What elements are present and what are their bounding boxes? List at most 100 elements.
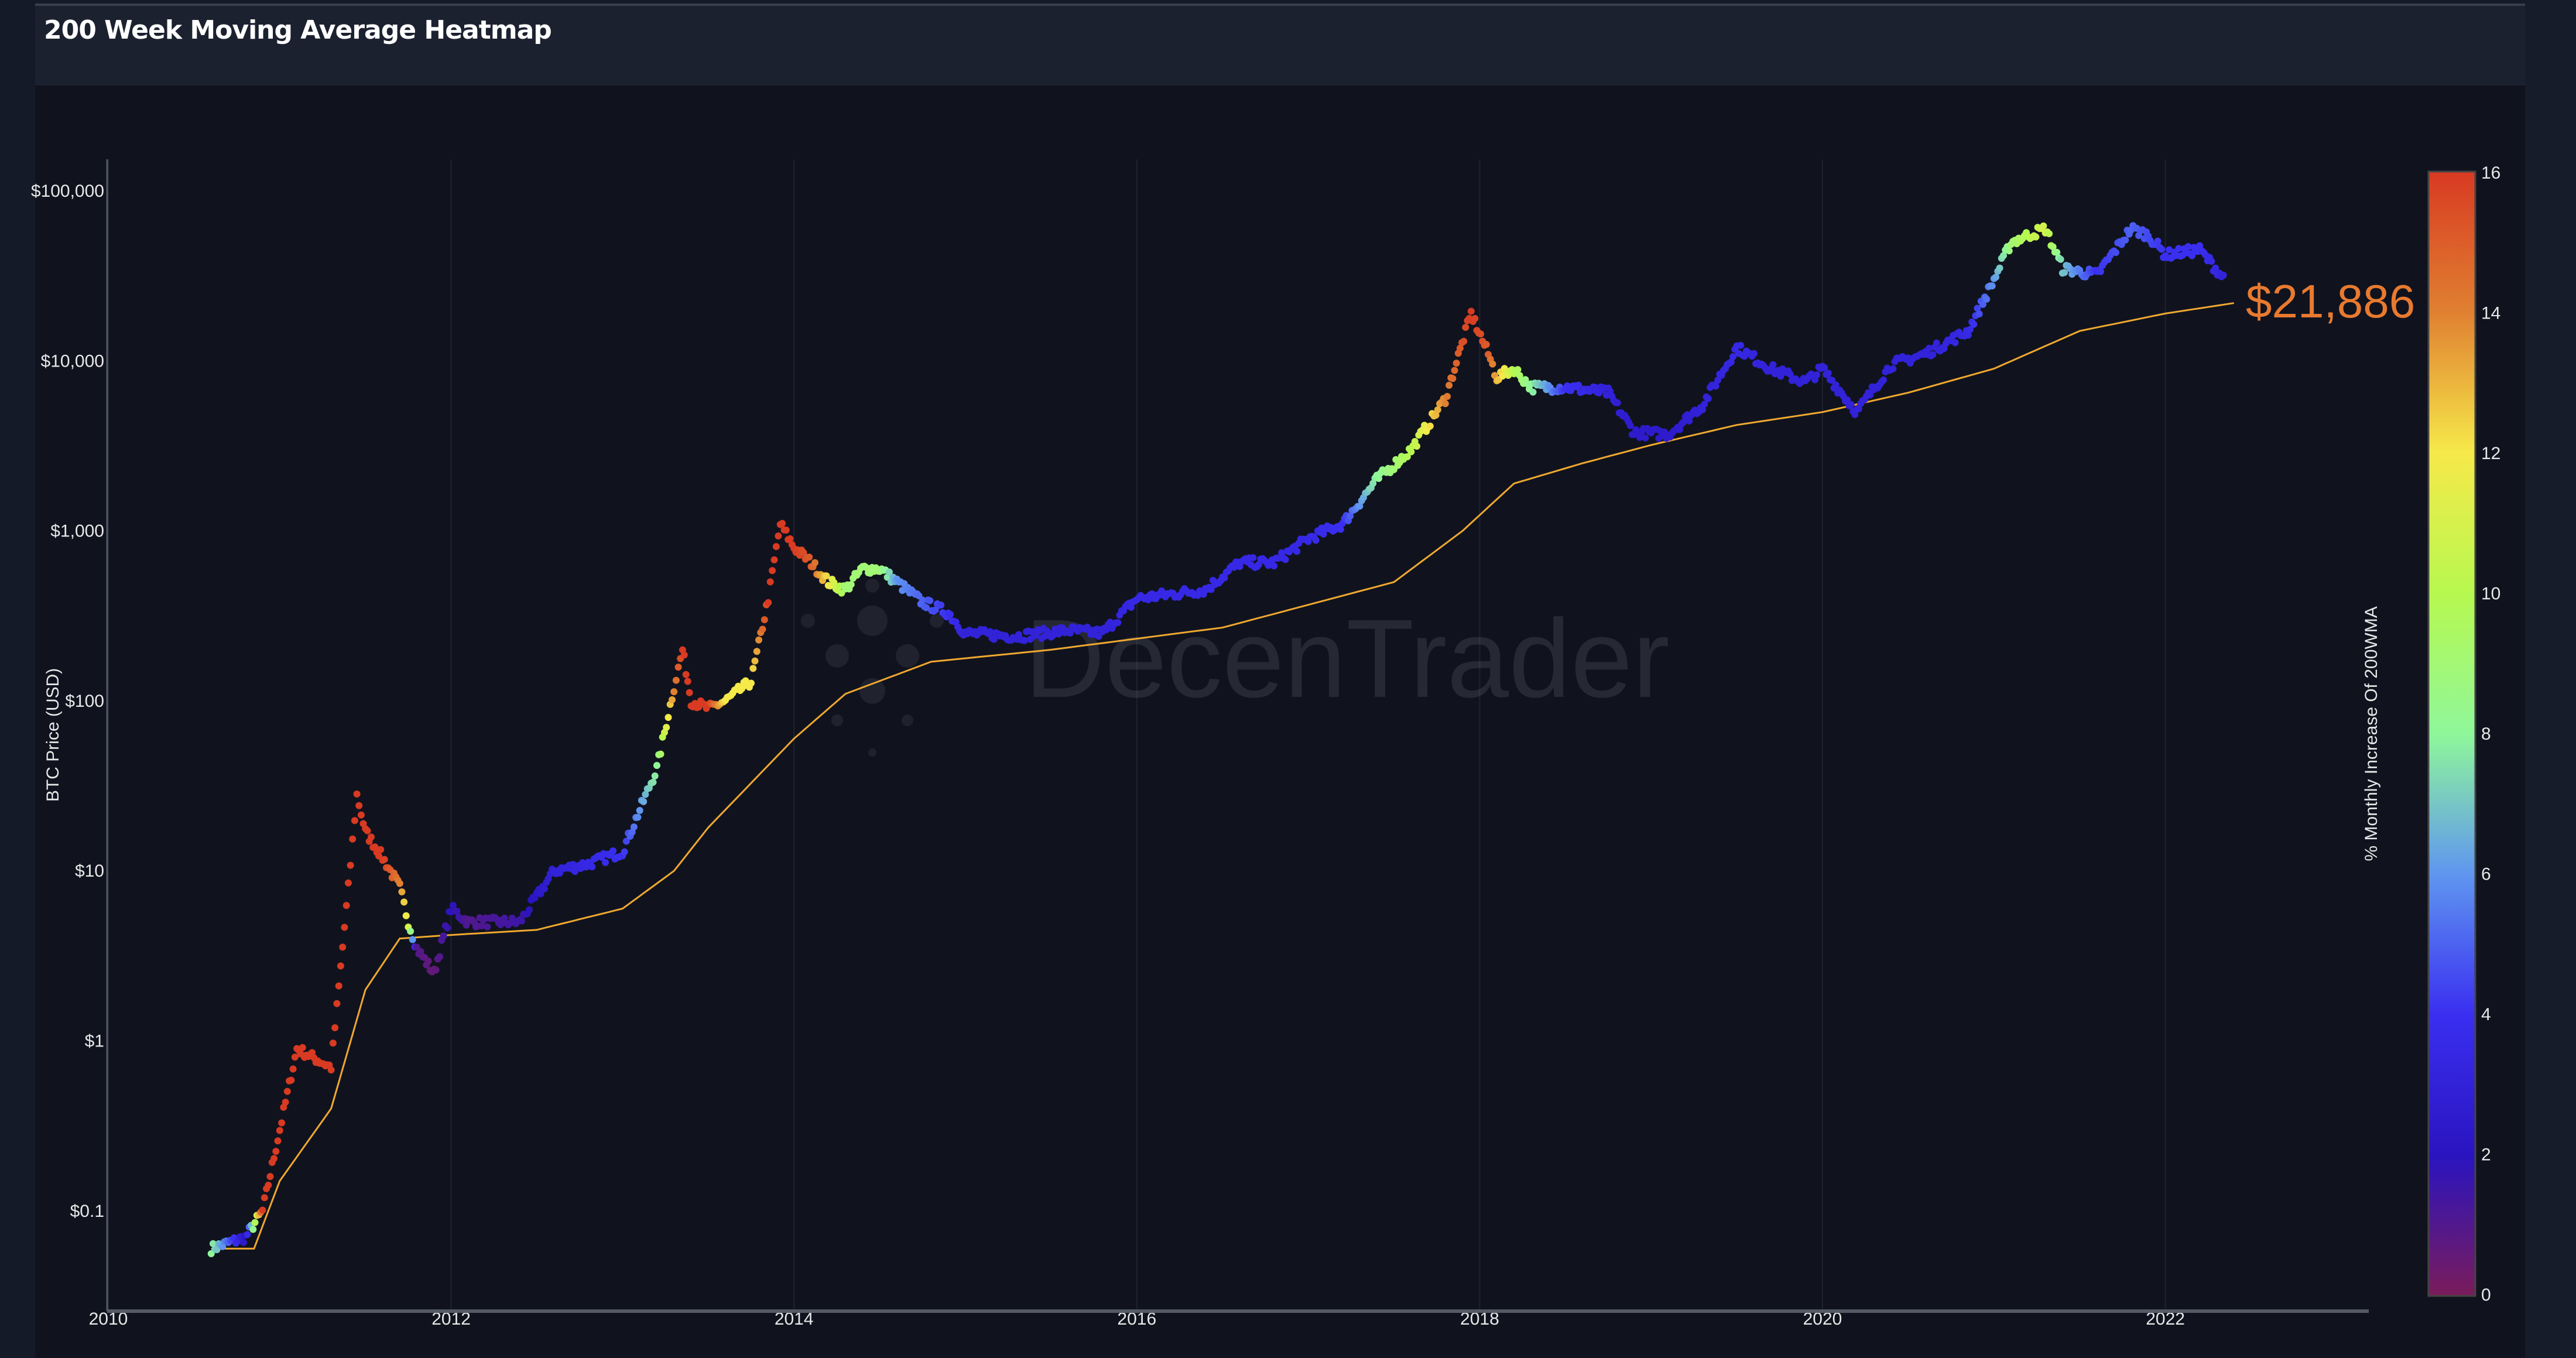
price-point bbox=[986, 628, 994, 635]
price-point bbox=[329, 1039, 337, 1047]
page-title: 200 Week Moving Average Heatmap bbox=[44, 15, 552, 45]
wma-line bbox=[211, 302, 2234, 1250]
price-point bbox=[1575, 381, 1582, 389]
price-point bbox=[765, 599, 772, 606]
price-point bbox=[642, 791, 649, 798]
price-point bbox=[1529, 388, 1537, 396]
price-point bbox=[526, 906, 533, 914]
price-point bbox=[1207, 586, 1215, 593]
wma-path bbox=[211, 302, 2234, 1250]
price-point bbox=[377, 846, 385, 853]
price-point bbox=[755, 636, 762, 644]
price-point bbox=[1467, 307, 1475, 315]
price-point bbox=[2219, 272, 2227, 279]
price-point bbox=[2175, 245, 2183, 252]
price-point bbox=[333, 1000, 341, 1007]
price-point bbox=[1712, 382, 1719, 390]
price-point bbox=[636, 807, 643, 814]
price-point bbox=[823, 572, 830, 580]
price-point bbox=[289, 1065, 297, 1073]
price-point bbox=[1413, 443, 1420, 450]
price-point bbox=[1451, 367, 1458, 374]
price-point bbox=[265, 1181, 272, 1189]
colorbar-tick-label: 6 bbox=[2481, 865, 2491, 884]
price-point bbox=[775, 532, 782, 540]
price-point bbox=[1967, 326, 1974, 333]
colorbar-tick-label: 12 bbox=[2481, 444, 2500, 463]
price-point bbox=[1889, 365, 1897, 372]
price-point bbox=[1769, 361, 1777, 368]
price-point bbox=[684, 678, 691, 685]
price-point bbox=[2166, 246, 2173, 254]
price-point bbox=[1514, 366, 1522, 374]
price-point bbox=[353, 790, 361, 798]
price-point bbox=[2212, 264, 2219, 272]
colorbar bbox=[2427, 170, 2476, 1297]
price-point bbox=[337, 962, 344, 970]
price-point bbox=[463, 921, 470, 929]
price-point bbox=[351, 817, 358, 825]
price-point bbox=[278, 1119, 286, 1127]
price-point bbox=[1432, 411, 1440, 419]
price-point bbox=[2053, 248, 2061, 256]
price-point bbox=[1255, 561, 1262, 569]
price-point bbox=[811, 559, 818, 566]
price-point bbox=[282, 1099, 289, 1106]
price-point bbox=[270, 1155, 278, 1162]
price-point bbox=[1471, 314, 1479, 322]
price-point bbox=[1489, 360, 1496, 368]
price-point bbox=[1407, 448, 1415, 456]
price-point bbox=[1066, 630, 1074, 637]
left-strip bbox=[0, 0, 35, 1358]
price-point bbox=[2046, 230, 2053, 237]
price-point bbox=[1729, 353, 1737, 361]
price-point bbox=[1460, 337, 1468, 345]
price-point bbox=[484, 923, 491, 931]
price-point bbox=[1482, 341, 1490, 348]
price-point bbox=[209, 1240, 217, 1247]
price-point bbox=[664, 714, 672, 721]
price-point bbox=[1221, 574, 1228, 581]
price-point bbox=[937, 601, 945, 609]
watermark-text: DecenTrader bbox=[1025, 597, 1670, 721]
price-point bbox=[1701, 401, 1708, 408]
price-point bbox=[299, 1044, 306, 1051]
price-point bbox=[398, 888, 406, 895]
price-point bbox=[357, 811, 365, 819]
price-point bbox=[1824, 370, 1832, 377]
colorbar-tick-label: 4 bbox=[2481, 1005, 2491, 1024]
price-point bbox=[686, 689, 693, 696]
price-point bbox=[1699, 406, 1706, 413]
price-point bbox=[885, 568, 893, 576]
price-point bbox=[1750, 350, 1758, 357]
chart-panel bbox=[35, 85, 2525, 1358]
price-point bbox=[806, 553, 813, 561]
price-point bbox=[588, 863, 596, 871]
price-point bbox=[259, 1206, 266, 1214]
price-point bbox=[1128, 604, 1135, 611]
price-point bbox=[672, 676, 680, 684]
colorbar-title: % Monthly Increase Of 200WMA bbox=[2362, 606, 2381, 861]
price-point bbox=[355, 802, 363, 809]
price-point bbox=[2208, 258, 2215, 265]
price-point bbox=[1926, 344, 1933, 352]
price-point bbox=[1462, 324, 1469, 331]
price-point bbox=[657, 750, 664, 758]
price-point bbox=[2158, 245, 2166, 253]
price-point bbox=[602, 858, 609, 866]
price-point bbox=[1676, 426, 1683, 433]
price-point bbox=[769, 567, 776, 574]
price-point bbox=[344, 879, 352, 887]
price-point bbox=[753, 648, 761, 655]
colorbar-tick-label: 16 bbox=[2481, 163, 2500, 183]
price-point bbox=[1453, 360, 1460, 367]
price-point bbox=[1426, 422, 1434, 430]
price-point bbox=[847, 581, 855, 589]
price-point bbox=[751, 657, 759, 665]
price-point bbox=[2122, 236, 2129, 244]
price-point bbox=[2184, 243, 2192, 251]
price-point bbox=[371, 843, 379, 851]
price-point bbox=[1293, 548, 1301, 555]
y-tick-label: $10 bbox=[75, 861, 104, 881]
y-axis-label: BTC Price (USD) bbox=[43, 668, 63, 802]
